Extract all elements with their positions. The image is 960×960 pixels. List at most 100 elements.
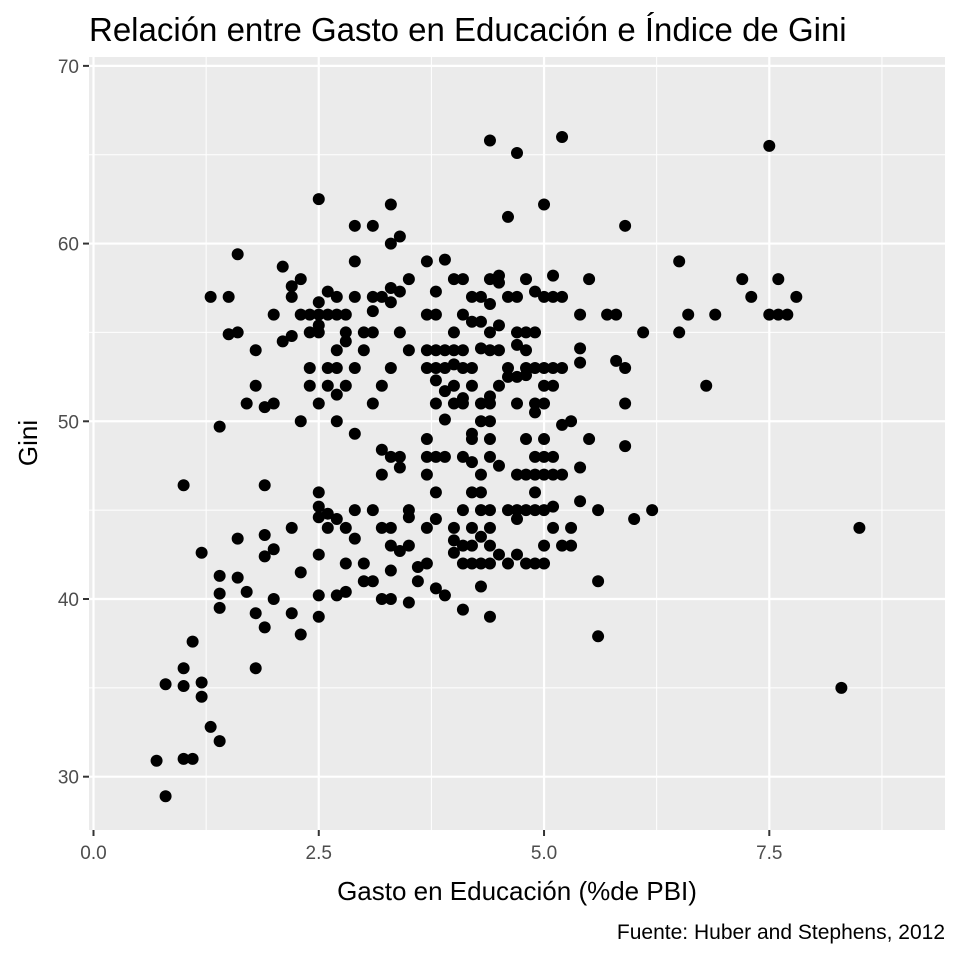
data-point xyxy=(231,532,244,545)
data-point xyxy=(186,752,199,765)
data-point xyxy=(538,468,551,481)
data-point xyxy=(501,361,514,374)
data-point xyxy=(384,237,397,250)
data-point xyxy=(529,468,542,481)
data-point xyxy=(438,413,451,426)
data-point xyxy=(294,628,307,641)
data-point xyxy=(402,539,415,552)
data-point xyxy=(357,557,370,570)
data-point xyxy=(646,504,659,517)
data-point xyxy=(474,415,487,428)
data-point xyxy=(529,504,542,517)
data-point xyxy=(393,545,406,558)
data-points xyxy=(150,130,866,803)
data-point xyxy=(357,575,370,588)
data-point xyxy=(249,379,262,392)
data-point xyxy=(619,397,632,410)
data-point xyxy=(195,546,208,559)
data-point xyxy=(547,468,560,481)
data-point xyxy=(321,521,334,534)
data-point xyxy=(429,513,442,526)
data-point xyxy=(375,379,388,392)
data-point xyxy=(222,290,235,303)
data-point xyxy=(456,344,469,357)
data-point xyxy=(366,326,379,339)
data-point xyxy=(330,415,343,428)
data-point xyxy=(339,379,352,392)
data-point xyxy=(511,370,523,383)
data-point xyxy=(483,557,496,570)
data-point xyxy=(835,681,848,694)
data-point xyxy=(339,557,352,570)
data-point xyxy=(330,361,343,374)
data-point xyxy=(285,329,298,342)
data-point xyxy=(348,290,361,303)
data-point xyxy=(592,575,605,588)
data-point xyxy=(474,315,487,328)
data-point xyxy=(483,504,496,517)
data-point xyxy=(420,361,433,374)
data-point xyxy=(538,379,551,392)
data-point xyxy=(375,443,388,456)
data-point xyxy=(348,219,361,232)
x-tick-label: 2.5 xyxy=(306,843,332,864)
data-point xyxy=(312,548,325,561)
data-point xyxy=(501,290,514,303)
data-point xyxy=(303,308,316,321)
data-point xyxy=(565,415,578,428)
data-point xyxy=(456,557,469,570)
data-point xyxy=(447,344,460,357)
data-point xyxy=(547,521,560,534)
data-point xyxy=(592,630,605,643)
data-point xyxy=(348,361,361,374)
data-point xyxy=(483,273,496,286)
data-point xyxy=(538,290,551,303)
data-point xyxy=(285,290,298,303)
data-point xyxy=(312,486,325,499)
data-point xyxy=(483,298,496,311)
data-point xyxy=(384,198,397,211)
data-point xyxy=(583,273,596,286)
data-point xyxy=(312,610,325,623)
data-point xyxy=(538,504,551,517)
data-point xyxy=(204,720,217,733)
data-point xyxy=(447,521,460,534)
data-point xyxy=(511,504,523,517)
data-point xyxy=(763,308,776,321)
data-point xyxy=(249,662,262,675)
data-point xyxy=(366,305,379,318)
data-point xyxy=(195,676,208,689)
data-point xyxy=(763,139,776,152)
data-point xyxy=(339,326,352,339)
y-tick-label: 30 xyxy=(58,768,79,789)
data-point xyxy=(474,468,487,481)
data-point xyxy=(628,513,641,526)
data-point xyxy=(447,546,460,559)
data-point xyxy=(330,344,343,357)
data-point xyxy=(393,285,406,298)
data-point xyxy=(231,248,244,261)
data-point xyxy=(565,521,578,534)
data-point xyxy=(402,273,415,286)
data-point xyxy=(330,290,343,303)
data-point xyxy=(474,397,487,410)
data-point xyxy=(447,273,460,286)
data-point xyxy=(556,418,569,431)
data-point xyxy=(384,539,397,552)
data-point xyxy=(574,461,587,474)
data-point xyxy=(447,379,460,392)
data-point xyxy=(159,678,172,691)
data-point xyxy=(790,290,803,303)
data-point xyxy=(492,379,505,392)
data-point xyxy=(267,592,280,605)
y-tick-label: 40 xyxy=(58,590,79,611)
data-point xyxy=(375,468,388,481)
data-point xyxy=(267,308,280,321)
data-point xyxy=(276,335,289,348)
data-point xyxy=(483,433,496,446)
data-point xyxy=(438,361,451,374)
data-point xyxy=(339,585,352,598)
data-point xyxy=(177,680,190,693)
data-point xyxy=(330,589,343,602)
